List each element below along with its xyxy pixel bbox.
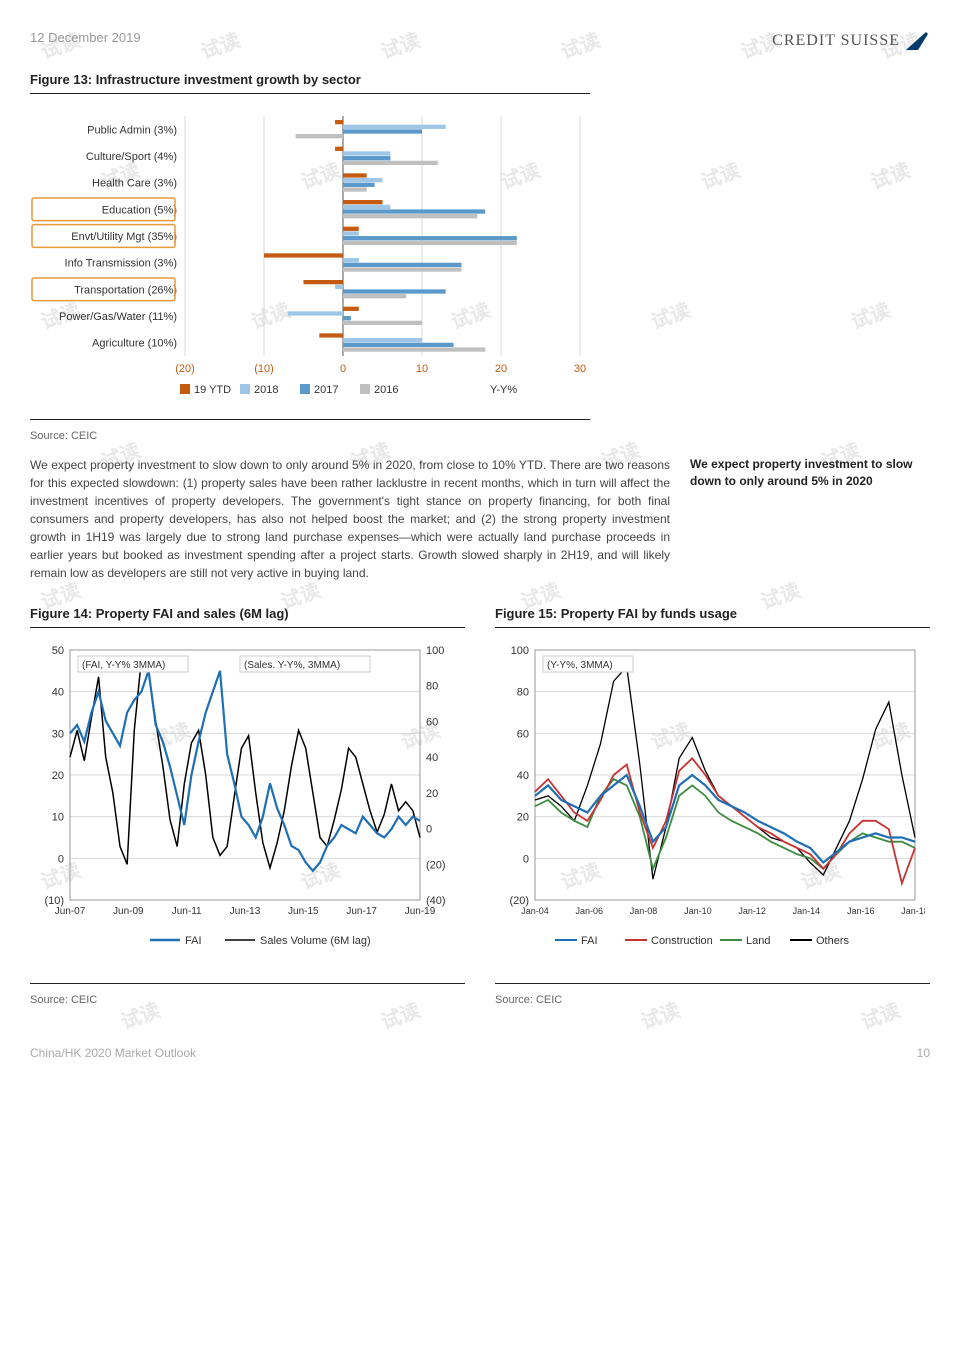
svg-text:Jun-13: Jun-13	[230, 906, 261, 917]
svg-text:100: 100	[426, 645, 444, 657]
svg-text:40: 40	[426, 752, 438, 764]
svg-text:60: 60	[517, 728, 529, 740]
svg-text:Info Transmission (3%): Info Transmission (3%)	[65, 258, 177, 270]
svg-text:80: 80	[517, 687, 529, 699]
svg-text:(20): (20)	[426, 859, 446, 871]
svg-text:Land: Land	[746, 935, 770, 947]
svg-text:Agriculture (10%): Agriculture (10%)	[92, 338, 177, 350]
svg-text:20: 20	[495, 363, 507, 375]
svg-text:30: 30	[574, 363, 586, 375]
svg-text:20: 20	[426, 788, 438, 800]
svg-text:Public Admin (3%): Public Admin (3%)	[87, 124, 177, 136]
svg-text:50: 50	[52, 645, 64, 657]
svg-text:20: 20	[52, 770, 64, 782]
svg-text:10: 10	[416, 363, 428, 375]
svg-text:Jan-06: Jan-06	[576, 906, 604, 916]
footer-title: China/HK 2020 Market Outlook	[30, 1046, 196, 1060]
figure13-source: Source: CEIC	[30, 430, 930, 442]
svg-text:(20): (20)	[175, 363, 195, 375]
svg-text:FAI: FAI	[185, 935, 202, 947]
svg-text:0: 0	[58, 853, 64, 865]
svg-text:0: 0	[340, 363, 346, 375]
svg-text:(Sales. Y-Y%, 3MMA): (Sales. Y-Y%, 3MMA)	[244, 660, 340, 671]
svg-text:Health Care (3%): Health Care (3%)	[92, 178, 177, 190]
svg-text:Others: Others	[816, 935, 850, 947]
page-number: 10	[917, 1046, 930, 1060]
body-paragraph: We expect property investment to slow do…	[30, 456, 670, 582]
svg-text:2017: 2017	[314, 384, 338, 396]
svg-text:Jun-17: Jun-17	[346, 906, 377, 917]
svg-text:19 YTD: 19 YTD	[194, 384, 231, 396]
svg-text:2018: 2018	[254, 384, 278, 396]
logo-sail-icon	[904, 30, 930, 52]
svg-text:Jan-12: Jan-12	[738, 906, 766, 916]
svg-text:Jan-14: Jan-14	[793, 906, 821, 916]
figure14-title: Figure 14: Property FAI and sales (6M la…	[30, 606, 465, 628]
svg-text:Jan-10: Jan-10	[684, 906, 712, 916]
svg-text:(10): (10)	[254, 363, 274, 375]
svg-text:Jan-18: Jan-18	[901, 906, 925, 916]
svg-text:Jun-09: Jun-09	[113, 906, 144, 917]
svg-text:Education (5%): Education (5%)	[102, 204, 177, 216]
svg-text:FAI: FAI	[581, 935, 598, 947]
brand-logo: CREDIT SUISSE	[772, 30, 930, 52]
figure15-chart: (20)020406080100Jan-04Jan-06Jan-08Jan-10…	[495, 640, 930, 975]
figure14-source: Source: CEIC	[30, 994, 465, 1006]
figure15-title: Figure 15: Property FAI by funds usage	[495, 606, 930, 628]
svg-text:Jan-08: Jan-08	[630, 906, 658, 916]
svg-text:60: 60	[426, 716, 438, 728]
svg-text:Power/Gas/Water (11%): Power/Gas/Water (11%)	[59, 311, 177, 323]
svg-text:100: 100	[511, 645, 529, 657]
figure13-chart: (20) (10) 0 10 20 30 Public Admin (3%) Culture/…	[30, 106, 930, 411]
svg-text:80: 80	[426, 681, 438, 693]
svg-text:Jun-19: Jun-19	[405, 906, 436, 917]
svg-text:(FAI, Y-Y% 3MMA): (FAI, Y-Y% 3MMA)	[82, 660, 165, 671]
svg-text:(Y-Y%, 3MMA): (Y-Y%, 3MMA)	[547, 660, 613, 671]
svg-text:Transportation (26%): Transportation (26%)	[74, 284, 177, 296]
svg-text:0: 0	[523, 853, 529, 865]
svg-text:0: 0	[426, 824, 432, 836]
svg-text:30: 30	[52, 728, 64, 740]
figure13-title: Figure 13: Infrastructure investment gro…	[30, 72, 590, 94]
svg-text:Sales Volume (6M lag): Sales Volume (6M lag)	[260, 935, 371, 947]
svg-text:Envt/Utility Mgt (35%): Envt/Utility Mgt (35%)	[71, 231, 177, 243]
svg-text:20: 20	[517, 812, 529, 824]
figure14-chart: (10)01020304050(40)(20)020406080100Jun-0…	[30, 640, 465, 975]
svg-text:10: 10	[52, 812, 64, 824]
figure15-source: Source: CEIC	[495, 994, 930, 1006]
report-date: 12 December 2019	[30, 30, 141, 45]
brand-text: CREDIT SUISSE	[772, 32, 900, 50]
svg-text:Jun-15: Jun-15	[288, 906, 319, 917]
svg-text:Jun-07: Jun-07	[55, 906, 86, 917]
svg-text:Y-Y%: Y-Y%	[490, 384, 517, 396]
svg-text:Jan-04: Jan-04	[521, 906, 549, 916]
margin-callout: We expect property investment to slow do…	[690, 456, 930, 582]
svg-text:40: 40	[517, 770, 529, 782]
svg-text:40: 40	[52, 687, 64, 699]
svg-text:2016: 2016	[374, 384, 398, 396]
svg-text:Culture/Sport (4%): Culture/Sport (4%)	[86, 151, 177, 163]
svg-text:Jan-16: Jan-16	[847, 906, 875, 916]
svg-text:Jun-11: Jun-11	[172, 906, 202, 917]
svg-text:Construction: Construction	[651, 935, 713, 947]
